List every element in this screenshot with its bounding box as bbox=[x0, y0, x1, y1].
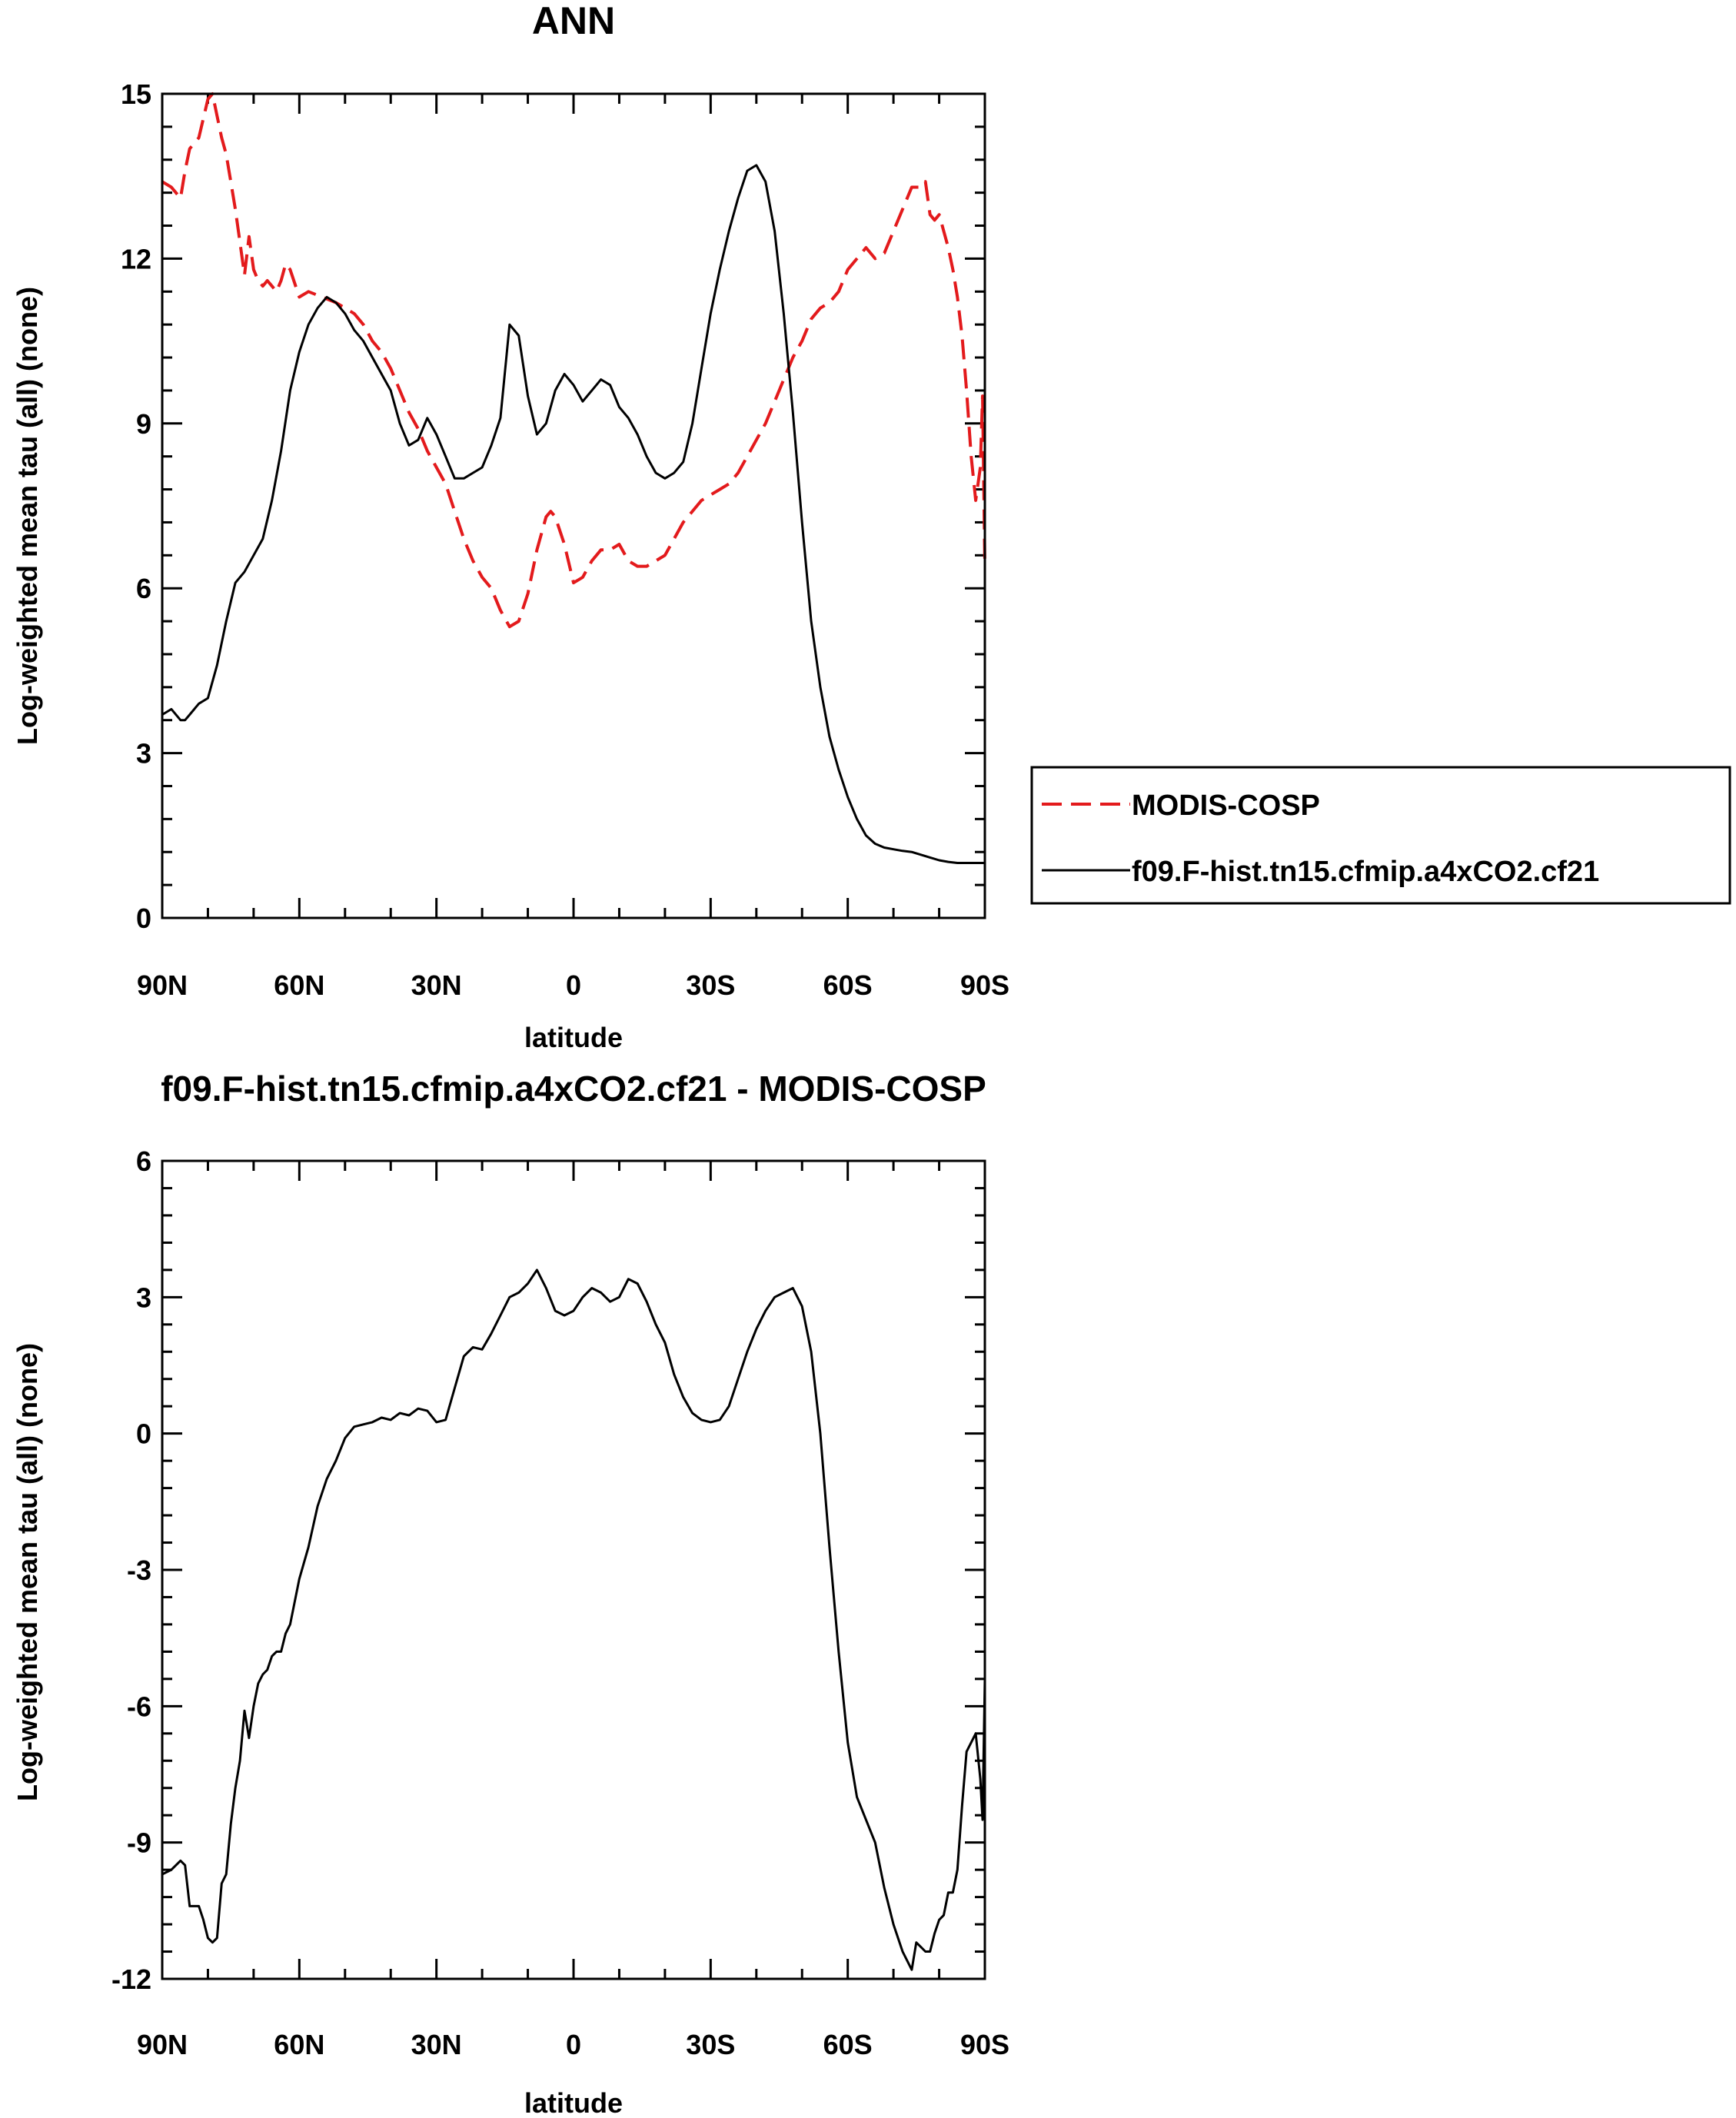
x-tick-label: 60N bbox=[274, 2029, 324, 2060]
y-tick-label: 9 bbox=[136, 408, 151, 440]
x-tick-label: 0 bbox=[566, 2029, 581, 2060]
x-axis-label: latitude bbox=[524, 2087, 623, 2118]
chart-title: f09.F-hist.tn15.cfmip.a4xCO2.cf21 - MODI… bbox=[161, 1069, 986, 1109]
x-tick-label: 90N bbox=[137, 969, 188, 1001]
x-tick-label: 30N bbox=[411, 969, 462, 1001]
x-tick-label: 30S bbox=[686, 2029, 735, 2060]
y-tick-label: 6 bbox=[136, 573, 151, 604]
legend-box bbox=[1030, 766, 1731, 905]
x-axis-label: latitude bbox=[524, 1022, 623, 1053]
x-tick-label: 60S bbox=[823, 969, 873, 1001]
y-tick-label: -12 bbox=[111, 1963, 151, 1995]
y-axis-label: Log-weighted mean tau (all) (none) bbox=[12, 287, 43, 745]
y-tick-label: -6 bbox=[127, 1691, 151, 1722]
x-tick-label: 60N bbox=[274, 969, 324, 1001]
axis-ticks: 90N 60N 30N 0 30S 60S 90S 0 3 6 9 12 15 bbox=[121, 78, 1009, 1001]
y-tick-label: 0 bbox=[136, 903, 151, 934]
x-tick-label: 0 bbox=[566, 969, 581, 1001]
series-lines bbox=[161, 92, 986, 864]
series-line-modis bbox=[161, 92, 986, 629]
x-tick-label: 30S bbox=[686, 969, 735, 1001]
chart-title: ANN bbox=[532, 0, 615, 42]
y-axis-label: Log-weighted mean tau (all) (none) bbox=[12, 1343, 43, 1801]
y-tick-label: 15 bbox=[121, 78, 151, 110]
panel-difference: f09.F-hist.tn15.cfmip.a4xCO2.cf21 - MODI… bbox=[12, 1069, 1009, 2118]
y-tick-label: -3 bbox=[127, 1554, 151, 1586]
y-tick-label: -9 bbox=[127, 1827, 151, 1859]
y-tick-label: 3 bbox=[136, 738, 151, 770]
x-tick-label: 90N bbox=[137, 2029, 188, 2060]
x-tick-label: 60S bbox=[823, 2029, 873, 2060]
y-tick-label: 3 bbox=[136, 1282, 151, 1313]
y-tick-label: 12 bbox=[121, 243, 151, 274]
panel-annual-mean: ANN Log-weighted mean tau (all) (none) l… bbox=[12, 0, 1009, 1053]
y-tick-label: 0 bbox=[136, 1418, 151, 1450]
y-tick-label: 6 bbox=[136, 1145, 151, 1177]
legend-label-modis: MODIS-COSP bbox=[1132, 790, 1320, 822]
series-line-model bbox=[161, 164, 985, 864]
series-lines bbox=[161, 1268, 986, 1971]
axis-ticks: 90N 60N 30N 0 30S 60S 90S -12 -9 -6 -3 0 3 6 bbox=[111, 1145, 1009, 2060]
x-tick-label: 90S bbox=[960, 969, 1009, 1001]
legend: MODIS-COSP f09.F-hist.tn15.cfmip.a4xCO2.… bbox=[1030, 766, 1731, 905]
plot-frame bbox=[161, 1159, 986, 1980]
plot-frame bbox=[161, 92, 986, 919]
series-line-model bbox=[161, 1268, 986, 1971]
x-tick-label: 90S bbox=[960, 2029, 1009, 2060]
x-tick-label: 30N bbox=[411, 2029, 462, 2060]
legend-label-model: f09.F-hist.tn15.cfmip.a4xCO2.cf21 bbox=[1132, 856, 1599, 888]
